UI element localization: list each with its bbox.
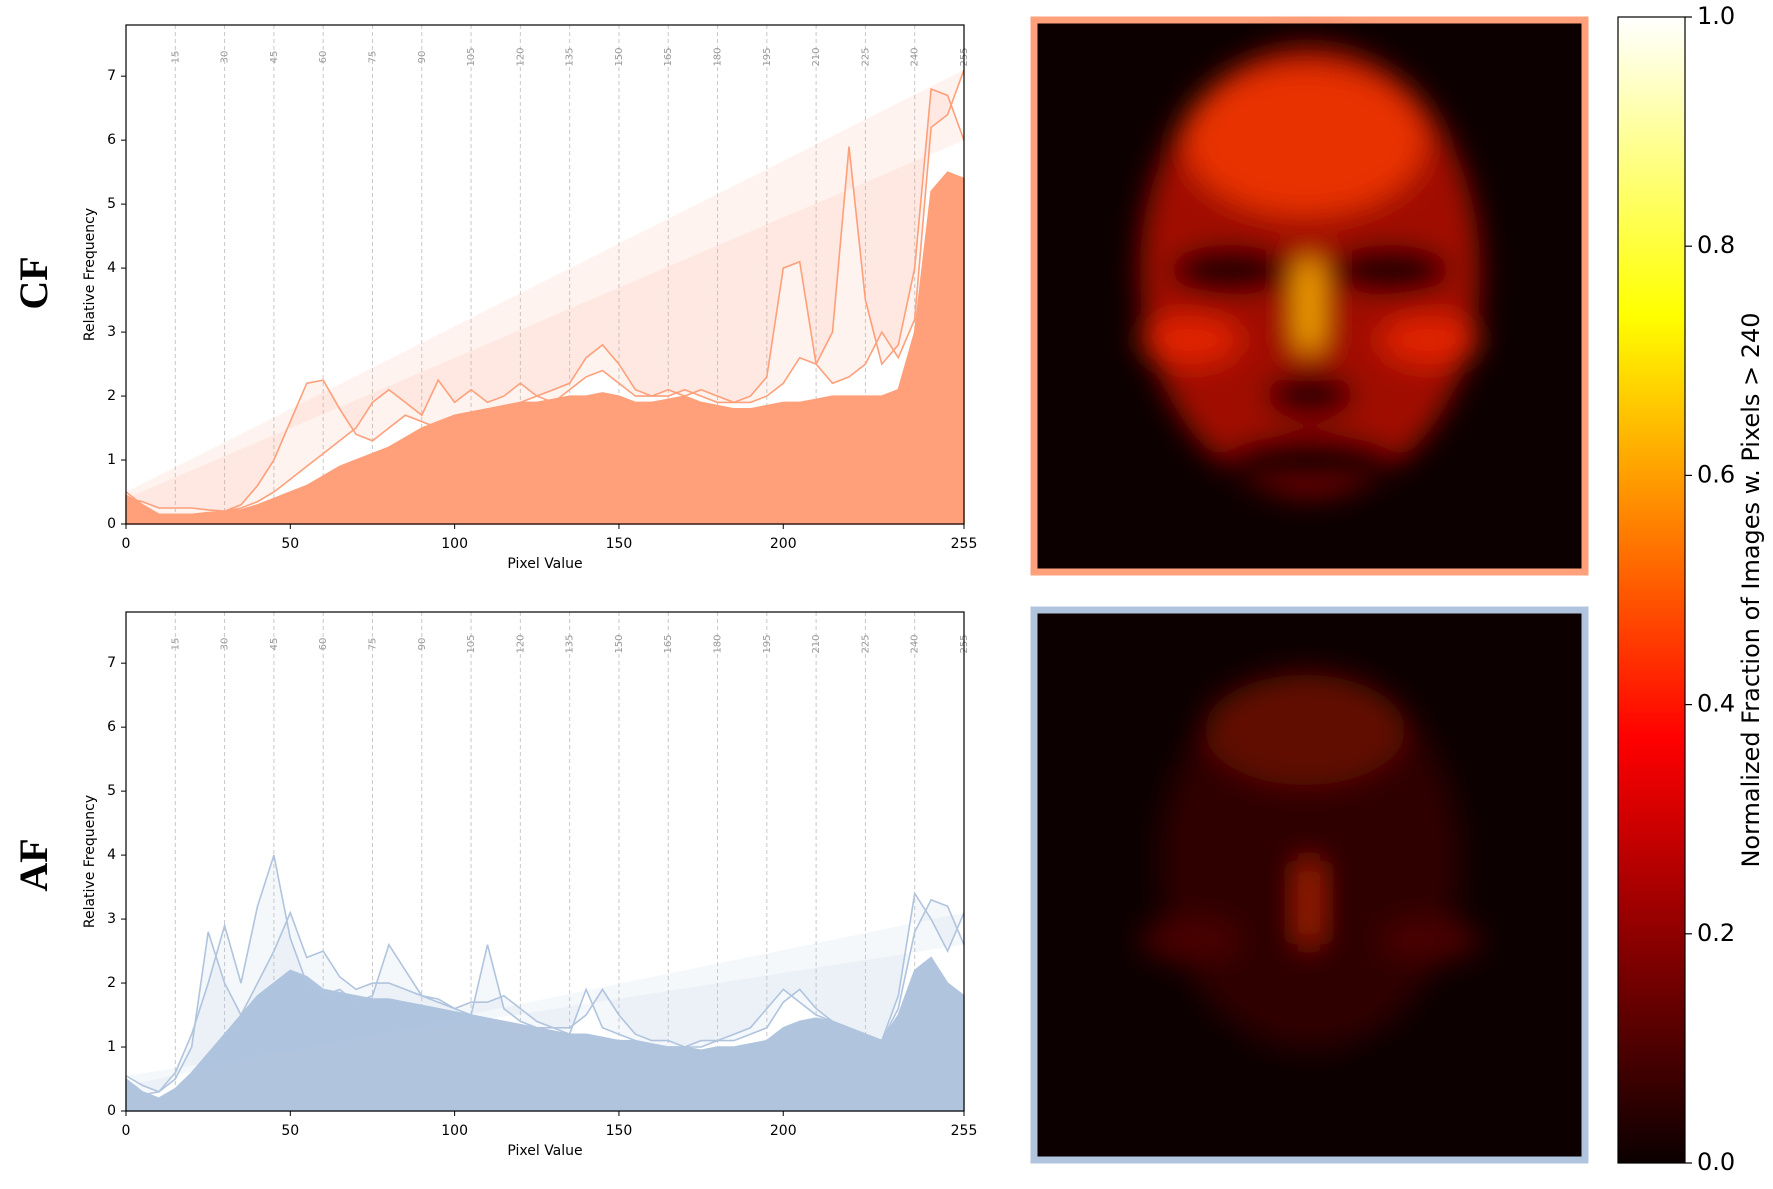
reference-label: 105 (466, 47, 477, 66)
reference-label: 150 (614, 634, 625, 653)
reference-label: 30 (220, 638, 231, 651)
panel-label: AF (11, 838, 56, 891)
panel-label: CF (11, 256, 56, 309)
colorbar-tick-label: 0.6 (1697, 460, 1735, 488)
x-tick-label: 150 (606, 1123, 633, 1139)
colorbar-tick-label: 1.0 (1697, 2, 1735, 30)
y-axis-label: Relative Frequency (82, 795, 98, 928)
reference-label: 225 (860, 634, 871, 653)
af-face-map (1030, 606, 1589, 1164)
x-tick-label: 50 (281, 1123, 299, 1139)
x-tick-label: 100 (441, 1123, 468, 1139)
reference-label: 135 (565, 47, 576, 66)
colorbar-tick-label: 0.4 (1697, 690, 1735, 718)
y-tick-label: 6 (107, 132, 116, 148)
reference-label: 105 (466, 634, 477, 653)
y-tick-label: 7 (107, 655, 116, 671)
line (125, 898, 965, 1093)
y-tick-label: 6 (107, 719, 116, 735)
y-tick-label: 2 (107, 388, 116, 404)
reference-label: 15 (170, 638, 181, 651)
colorbar (1617, 16, 1686, 1164)
y-tick-label: 3 (107, 911, 116, 927)
y-tick-label: 2 (107, 975, 116, 991)
x-tick-label: 255 (951, 536, 978, 552)
colorbar-tick-label: 0.0 (1697, 1148, 1735, 1176)
x-axis-label: Pixel Value (507, 556, 582, 572)
reference-label: 210 (811, 634, 822, 653)
reference-label: 90 (417, 638, 428, 651)
reference-label: 165 (663, 47, 674, 66)
y-tick-label: 4 (107, 847, 116, 863)
line (125, 69, 965, 516)
y-tick-label: 0 (107, 1103, 116, 1119)
cf-face-map (1030, 16, 1589, 576)
line (125, 87, 965, 513)
reference-label: 75 (367, 638, 378, 651)
y-tick-label: 5 (107, 783, 116, 799)
reference-label: 165 (663, 634, 674, 653)
reference-label: 45 (269, 51, 280, 64)
x-tick-label: 200 (770, 1123, 797, 1139)
y-tick-label: 1 (107, 452, 116, 468)
reference-label: 60 (318, 51, 329, 64)
reference-label: 135 (565, 634, 576, 653)
colorbar-label: Normalized Fraction of Images w. Pixels … (1737, 312, 1765, 867)
colorbar-tick-label: 0.8 (1697, 231, 1735, 259)
x-tick-label: 0 (122, 1123, 131, 1139)
area (125, 171, 965, 525)
reference-label: 240 (910, 47, 921, 66)
x-tick-label: 150 (606, 536, 633, 552)
x-tick-label: 100 (441, 536, 468, 552)
reference-label: 120 (515, 47, 526, 66)
reference-label: 15 (170, 51, 181, 64)
reference-label: 195 (762, 47, 773, 66)
plot-frame (125, 611, 965, 1112)
x-tick-label: 0 (122, 536, 131, 552)
reference-label: 75 (367, 51, 378, 64)
x-tick-label: 255 (951, 1123, 978, 1139)
y-tick-label: 3 (107, 324, 116, 340)
reference-label: 195 (762, 634, 773, 653)
x-axis-label: Pixel Value (507, 1143, 582, 1159)
y-axis-label: Relative Frequency (82, 208, 98, 341)
colorbar-tick-label: 0.2 (1697, 919, 1735, 947)
reference-label: 30 (220, 51, 231, 64)
y-tick-label: 5 (107, 196, 116, 212)
reference-label: 150 (614, 47, 625, 66)
plot-frame (125, 24, 965, 525)
y-tick-label: 7 (107, 68, 116, 84)
reference-label: 180 (713, 634, 724, 653)
y-tick-label: 1 (107, 1039, 116, 1055)
reference-label: 225 (860, 47, 871, 66)
reference-label: 45 (269, 638, 280, 651)
x-tick-label: 50 (281, 536, 299, 552)
reference-label: 180 (713, 47, 724, 66)
y-tick-label: 4 (107, 260, 116, 276)
reference-label: 210 (811, 47, 822, 66)
line (125, 854, 965, 1096)
reference-label: 240 (910, 634, 921, 653)
y-tick-label: 0 (107, 516, 116, 532)
reference-label: 90 (417, 51, 428, 64)
x-tick-label: 200 (770, 536, 797, 552)
reference-label: 60 (318, 638, 329, 651)
reference-label: 120 (515, 634, 526, 653)
